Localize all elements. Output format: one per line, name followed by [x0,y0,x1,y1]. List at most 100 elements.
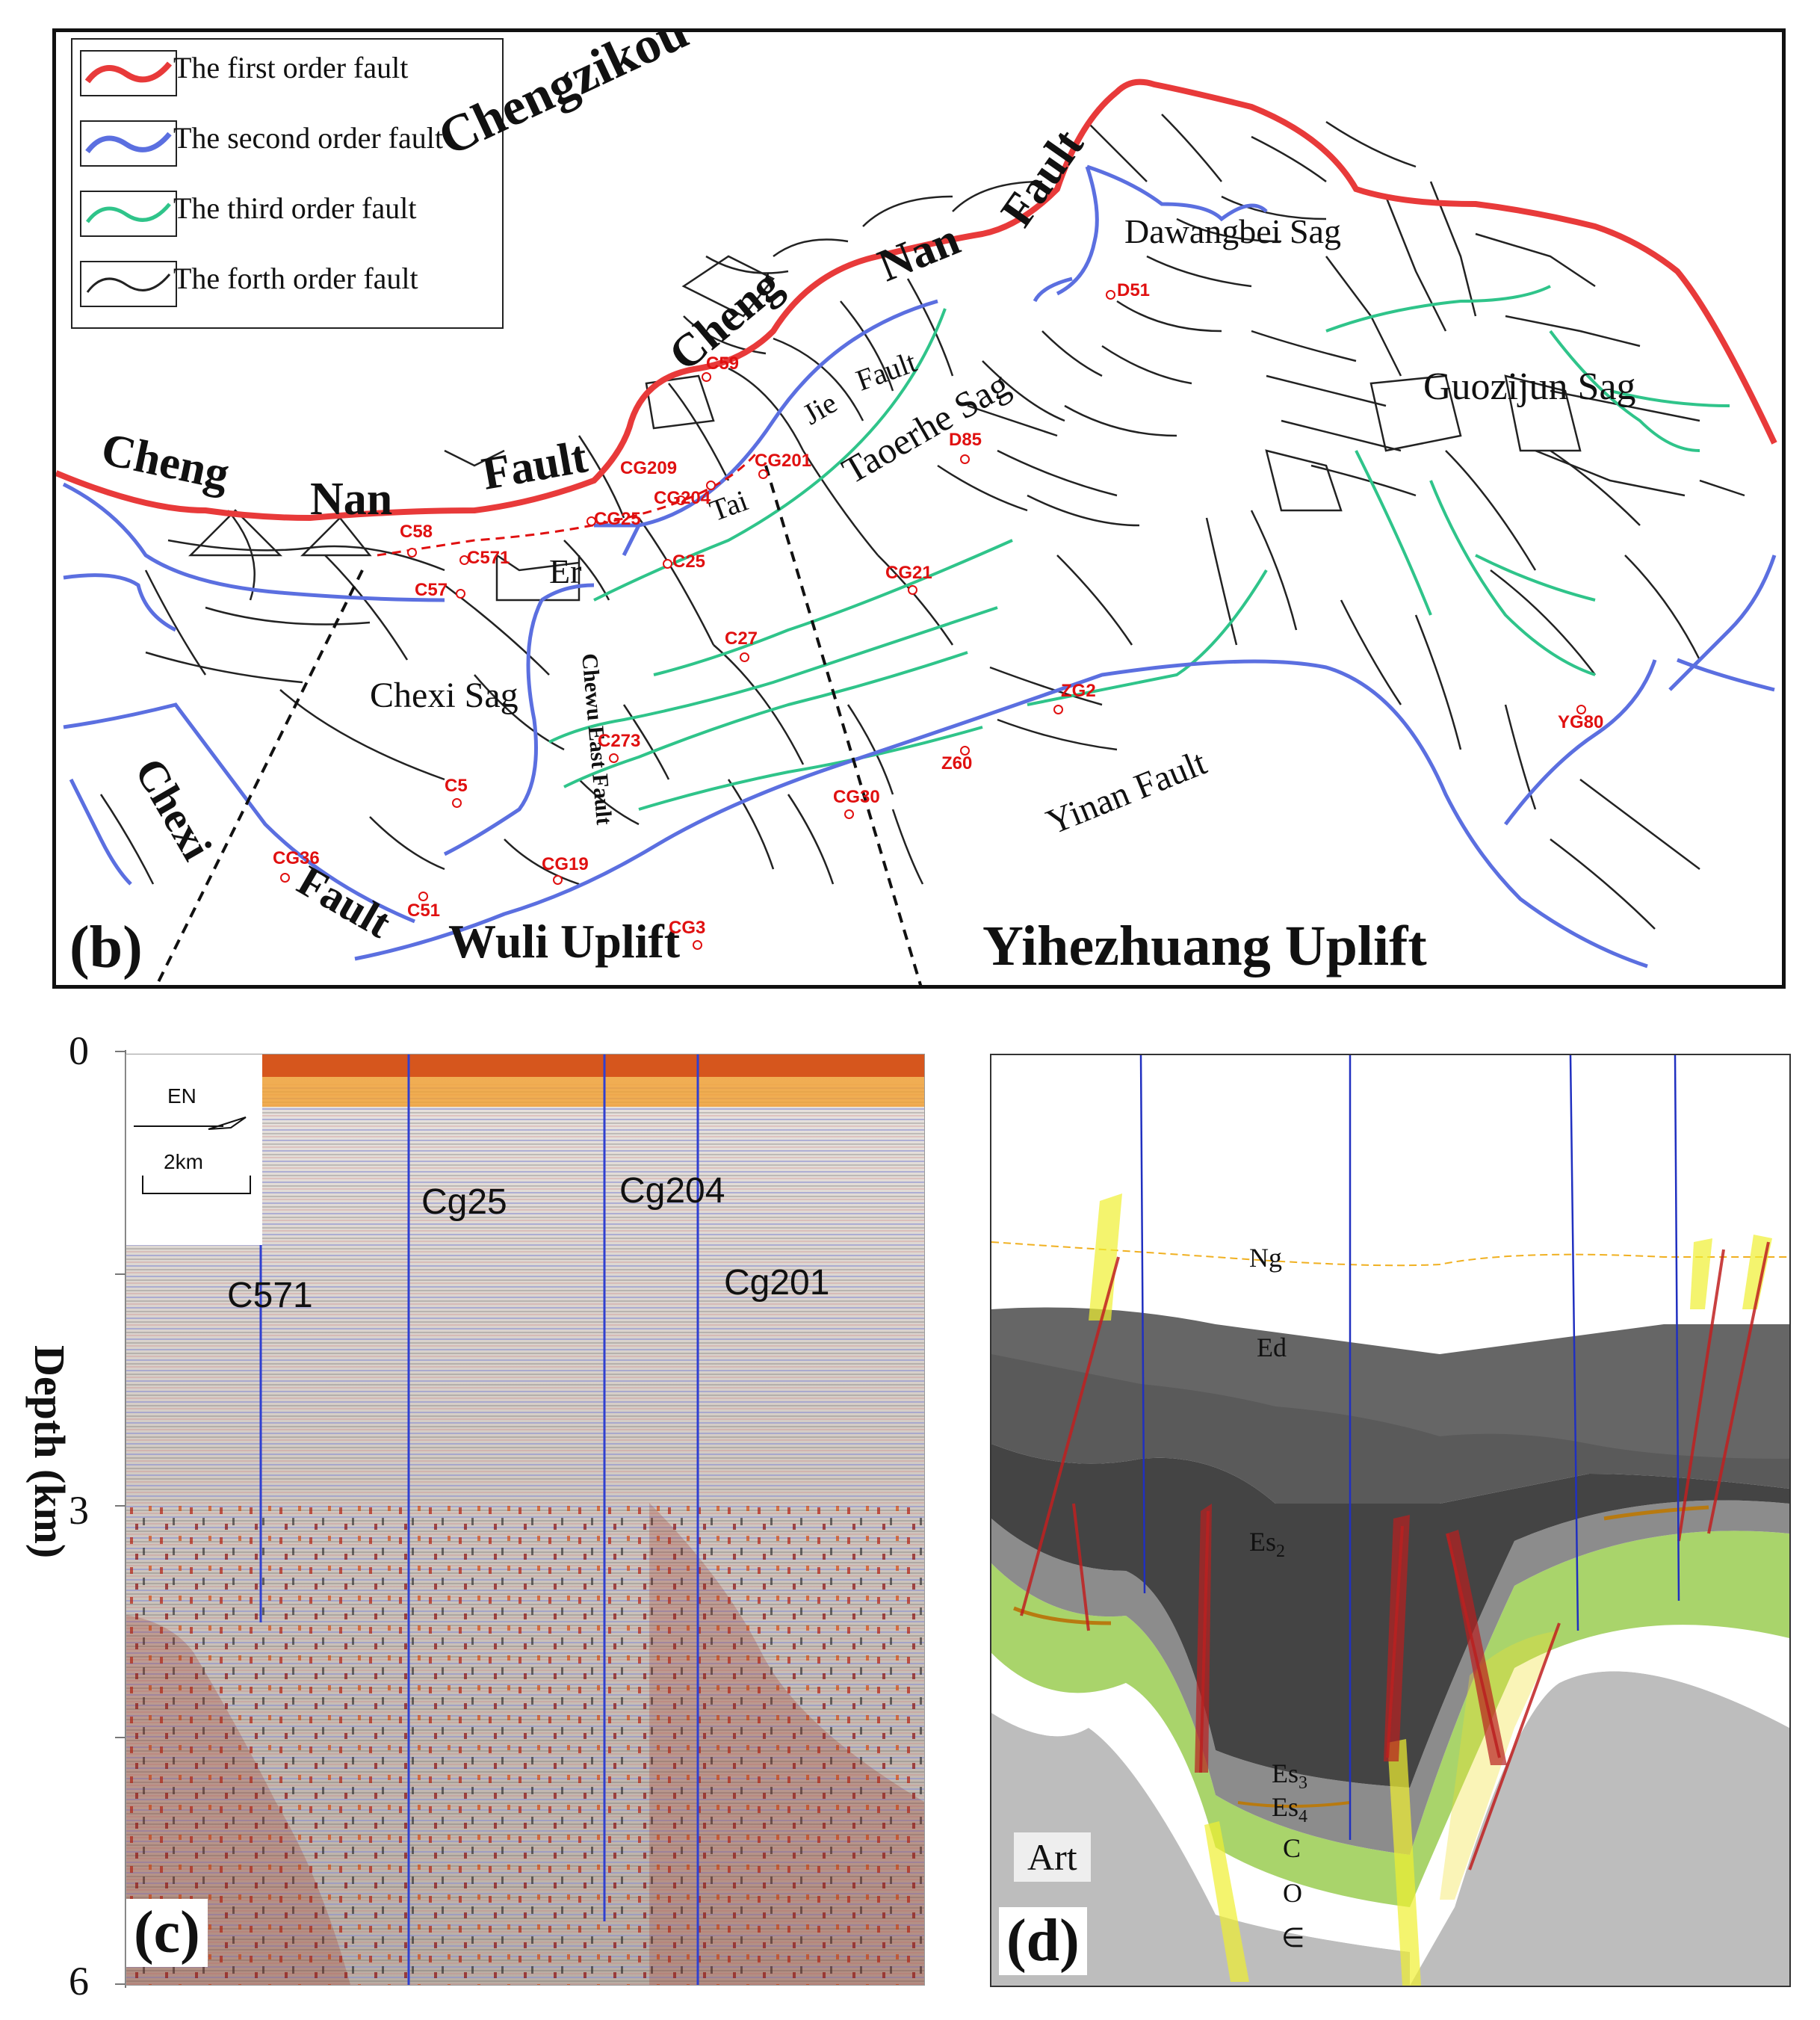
legend-label-second: The second order fault [173,121,443,155]
well-label: C51 [407,901,441,921]
seismic-image [126,1054,924,1985]
scale-label: 2km [164,1150,203,1173]
label-yihezhuang-uplift: Yihezhuang Uplift [982,915,1427,977]
legend-label-first: The first order fault [173,51,409,84]
unit-es3-sub: 3 [1299,1773,1307,1794]
unit-es2-sub: 2 [1276,1542,1285,1562]
well-dot [676,495,686,505]
panel-label-c: (c) [126,1899,208,1967]
well-label: CG201 [755,451,812,471]
well-label: C57 [415,580,448,600]
label-chexi-sag: Chexi Sag [370,676,519,715]
well-label: CG21 [885,563,932,583]
well-label: C27 [725,628,758,649]
well-label: C571 [467,548,510,568]
seismic-well-cg201: Cg201 [724,1263,830,1303]
depth-tick-6: 6 [69,1959,89,2004]
well-dot [693,940,702,950]
orientation-scale-box: EN 2km [126,1054,262,1245]
well-dot [418,892,428,901]
label-er: Er [549,552,582,590]
well-label: D85 [949,430,982,450]
section-well-3 [1569,1055,1579,1631]
legend-item-first-order: The first order fault [72,43,502,102]
projection-line-left [155,569,364,985]
well-dot [280,873,290,883]
depth-axis-title: Depth (km) [25,1345,74,1559]
section-well-1 [1139,1055,1146,1594]
well-dot [960,454,970,464]
well-dot [1106,290,1115,300]
unit-es4: Es4 [1272,1791,1307,1827]
well-label: CG19 [542,854,589,874]
legend-item-fourth-order: The forth order fault [72,253,502,313]
fourth-order-blocks [188,255,1582,602]
well-label: CG204 [654,488,711,508]
well-label: CG25 [594,509,641,529]
label-dawangbei-sag: Dawangbei Sag [1124,212,1341,250]
seismic-well-cg204: Cg204 [619,1171,725,1211]
well-dot [706,481,716,490]
depth-tick-3: 3 [69,1488,89,1533]
seismic-well-cg25: Cg25 [421,1182,507,1222]
third-order-faults [548,285,1730,811]
section-well-4 [1674,1055,1680,1602]
well-dot [844,809,854,819]
unit-es2: Es2 [1249,1526,1285,1562]
well-label: C5 [445,776,468,796]
well-dot [663,559,672,569]
well-dot [740,652,749,662]
unit-o: O [1283,1878,1302,1908]
well-label: C58 [400,522,433,542]
well-dot [452,798,462,808]
orientation-label: EN [167,1084,196,1108]
scale-bar [142,1176,251,1194]
unit-ed: Ed [1257,1332,1287,1362]
well-dot [908,585,917,595]
well-label: CG36 [273,848,320,868]
unit-c: C [1283,1833,1301,1863]
legend-item-second-order: The second order fault [72,113,502,173]
unit-es4-sub: 4 [1299,1807,1307,1827]
well-label: CG209 [620,458,678,478]
well-label: YG80 [1558,712,1604,732]
well-label: Z60 [941,753,973,773]
well-dot [1053,705,1063,714]
section-trace [377,450,760,557]
fault-map-panel: The first order fault The second order f… [52,28,1786,989]
legend-swatch-first [80,50,177,96]
first-order-fault [56,78,1777,522]
well-dot [960,746,970,756]
legend-swatch-fourth [80,261,177,307]
unit-art: Art [1014,1832,1091,1882]
projection-line-right [764,465,923,985]
geologic-section-panel: Ng Ed Es2 Es3 Es4 C O ∈ Art (d) [990,1054,1791,1987]
well-dot [459,555,469,565]
well-dot [456,589,465,599]
direction-arrow-icon [134,1116,247,1130]
well-dot [1576,705,1586,714]
geologic-section-image [991,1055,1789,1986]
label-guozijun-sag: Guozijun Sag [1423,365,1636,408]
unit-ng: Ng [1249,1243,1282,1273]
well-label: C273 [598,731,641,751]
well-label: D51 [1117,280,1151,300]
legend-item-third-order: The third order fault [72,183,502,243]
well-label: CG30 [833,787,880,807]
legend-label-fourth: The forth order fault [173,262,418,295]
seismic-well-c571: C571 [227,1276,313,1315]
unit-es4-base: Es [1272,1792,1299,1822]
seismic-section-panel: EN 2km C571 Cg25 Cg204 Cg201 (c) [126,1054,925,1986]
well-label: C25 [672,552,706,572]
panel-label-d: (d) [999,1907,1087,1975]
depth-tick-0: 0 [69,1028,89,1073]
unit-es2-base: Es [1249,1527,1276,1557]
well-dot [407,548,417,557]
label-wuli-uplift: Wuli Uplift [448,915,680,968]
well-label: CG3 [669,918,706,938]
legend: The first order fault The second order f… [71,38,504,329]
legend-swatch-third [80,191,177,237]
well-dot [553,875,563,885]
well-dot [609,753,619,763]
well-dot [758,469,768,479]
